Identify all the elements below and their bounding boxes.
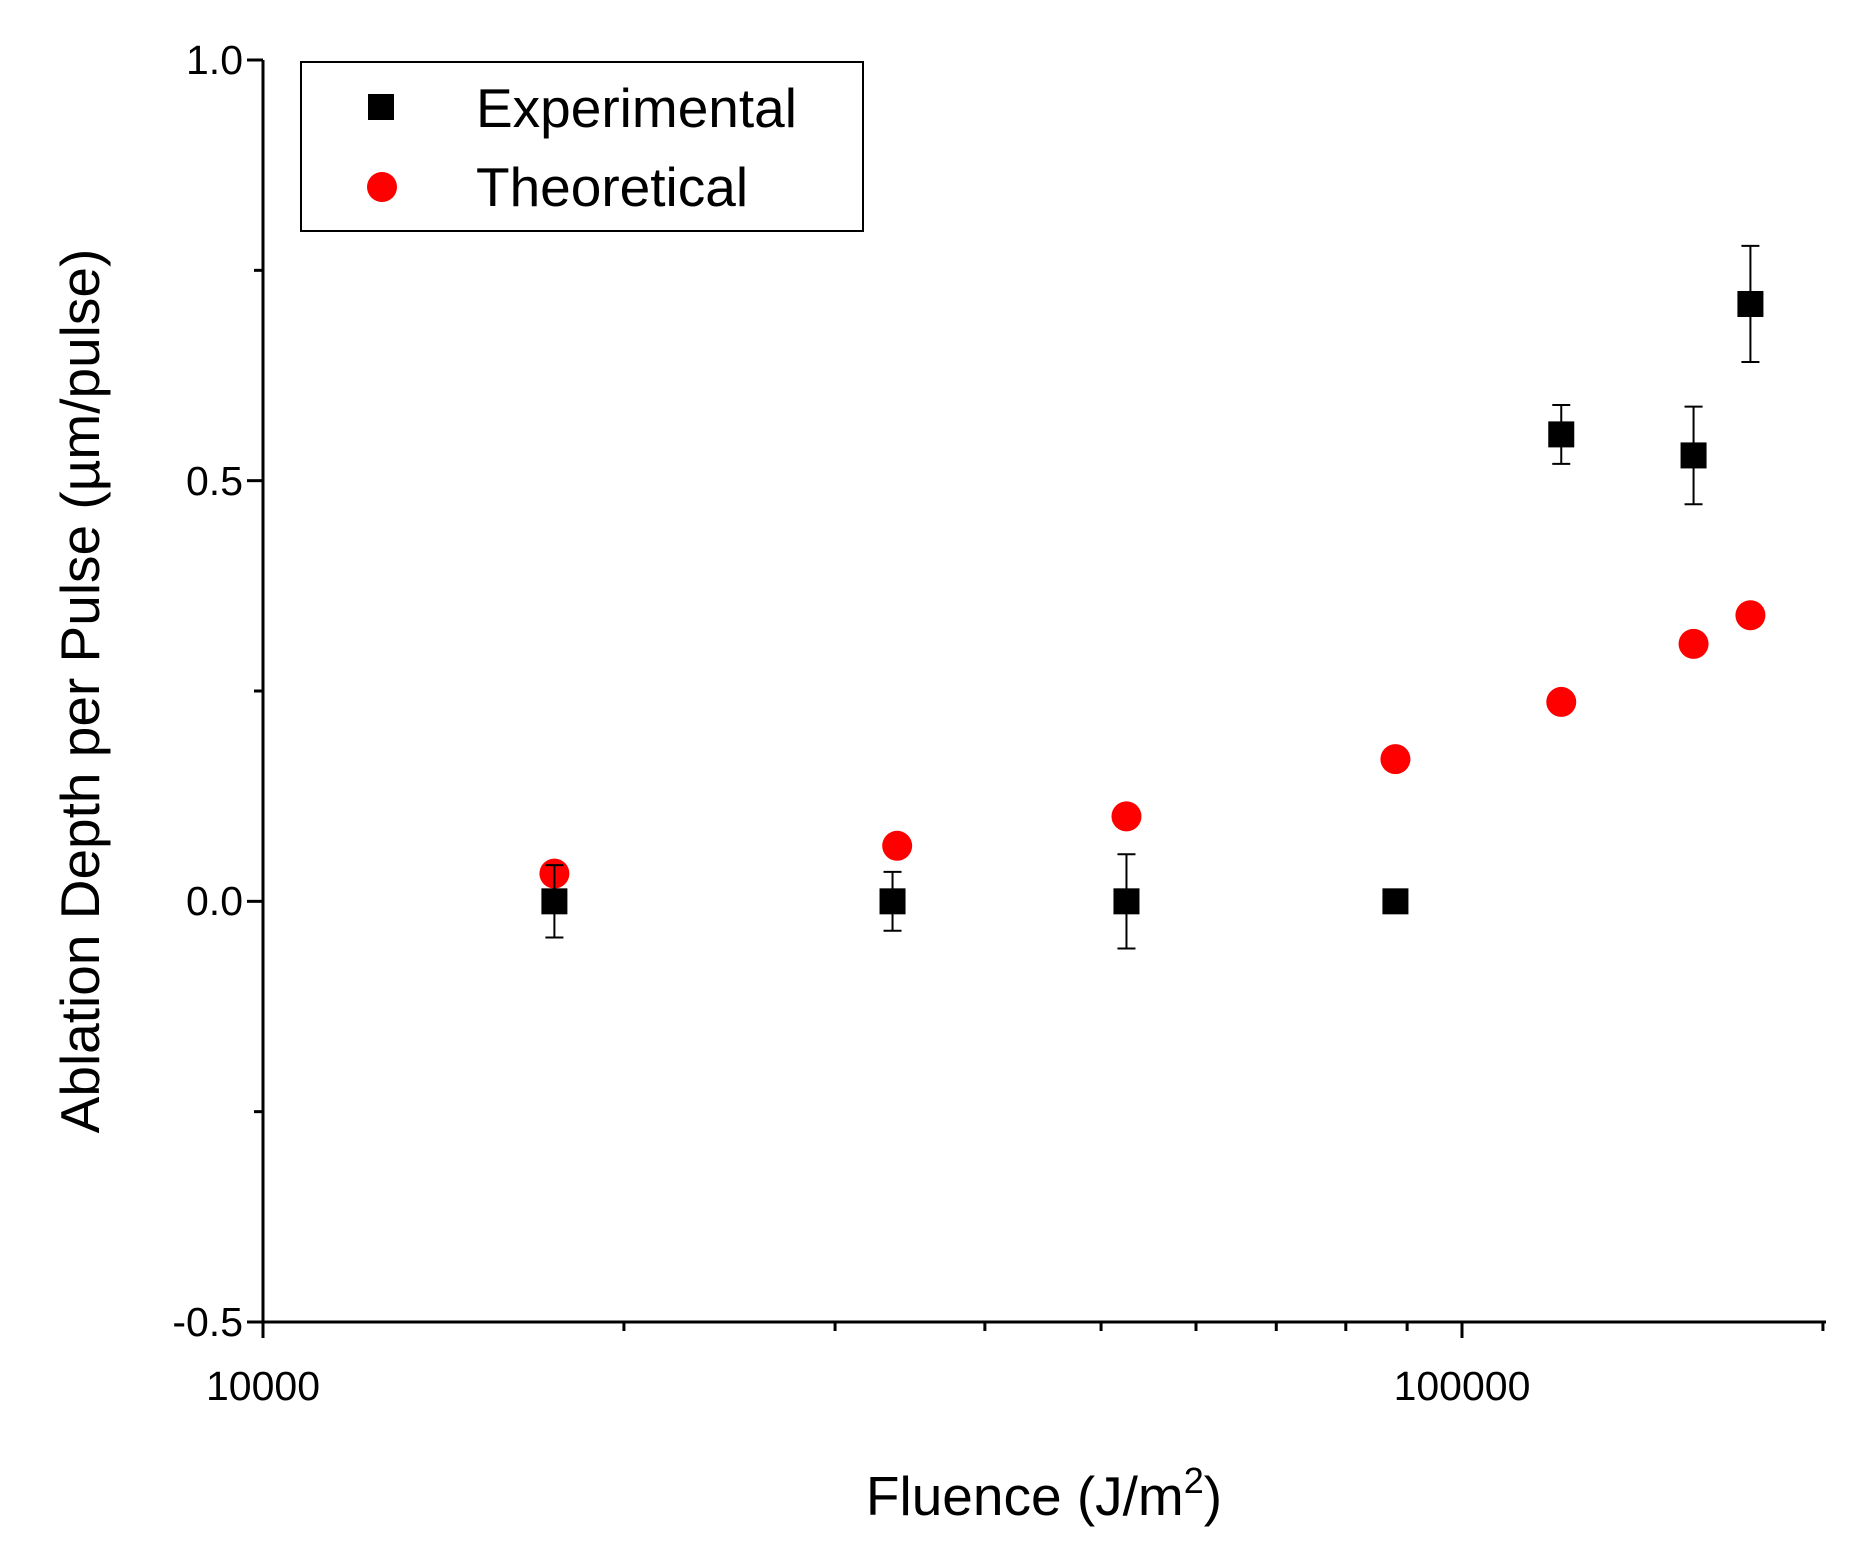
legend-marker-theoretical (367, 172, 397, 202)
legend-label-experimental: Experimental (476, 77, 797, 139)
experimental-point-0 (541, 888, 568, 915)
y-tick-label-0.5: 0.5 (186, 458, 243, 504)
experimental-point-5 (1680, 442, 1707, 469)
x-tick-label-100000: 100000 (1394, 1363, 1531, 1409)
y-axis-ticks (247, 58, 263, 1324)
legend-box (300, 61, 864, 232)
y-axis-title: Ablation Depth per Pulse (µm/pulse) (49, 249, 111, 1134)
experimental-point-3 (1382, 888, 1409, 915)
theoretical-point-5 (1678, 628, 1709, 659)
x-tick-label-10000: 10000 (206, 1363, 320, 1409)
theoretical-point-4 (1546, 686, 1577, 717)
legend-label-theoretical: Theoretical (476, 156, 748, 218)
y-tick-label-neg0.5: -0.5 (172, 1299, 243, 1345)
experimental-point-6 (1737, 290, 1764, 317)
experimental-point-4 (1548, 421, 1575, 448)
experimental-point-1 (879, 888, 906, 915)
y-tick-label-0.0: 0.0 (186, 878, 243, 924)
theoretical-point-1 (882, 830, 913, 861)
x-axis-ticks (261, 1322, 1825, 1338)
x-axis-title: Fluence (J/m2) (866, 1460, 1222, 1527)
legend: Experimental Theoretical (300, 61, 864, 232)
y-tick-label-1.0: 1.0 (186, 37, 243, 83)
data-marks (539, 244, 1766, 950)
theoretical-point-2 (1111, 801, 1142, 832)
theoretical-point-6 (1735, 600, 1766, 631)
theoretical-point-3 (1380, 744, 1411, 775)
experimental-point-2 (1113, 888, 1140, 915)
legend-marker-experimental (368, 94, 394, 120)
